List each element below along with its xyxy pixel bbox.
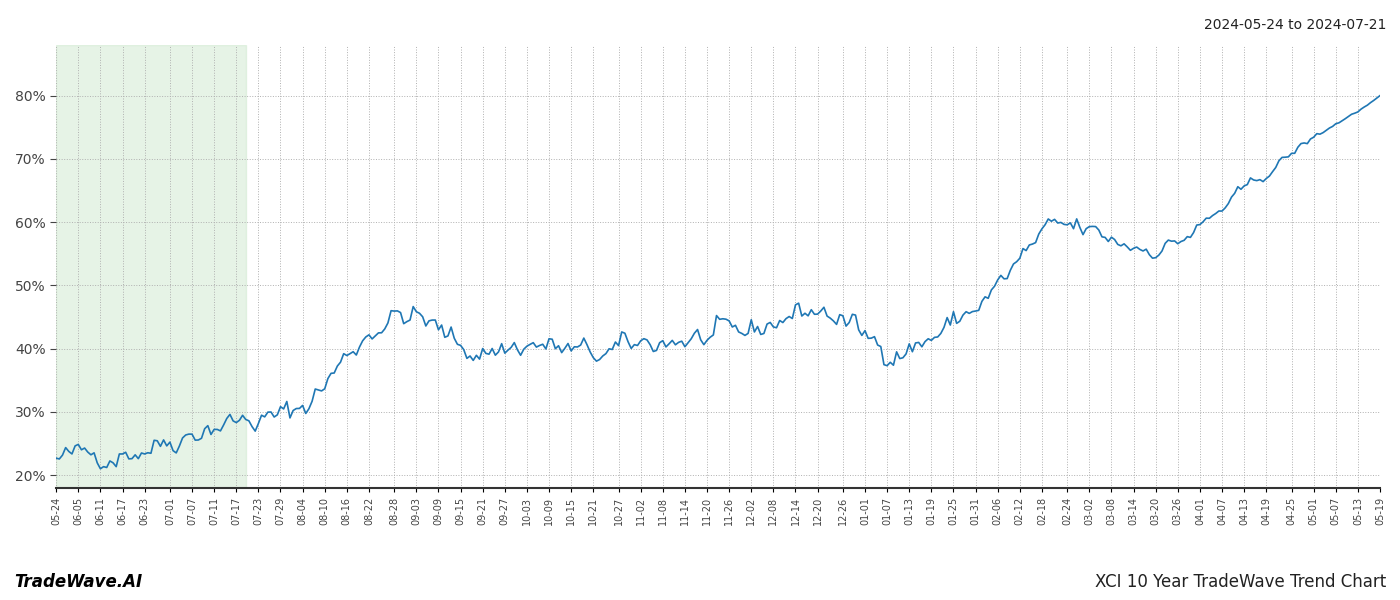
Text: TradeWave.AI: TradeWave.AI bbox=[14, 573, 143, 591]
Text: 2024-05-24 to 2024-07-21: 2024-05-24 to 2024-07-21 bbox=[1204, 18, 1386, 32]
Text: XCI 10 Year TradeWave Trend Chart: XCI 10 Year TradeWave Trend Chart bbox=[1095, 573, 1386, 591]
Bar bbox=[56, 45, 246, 488]
